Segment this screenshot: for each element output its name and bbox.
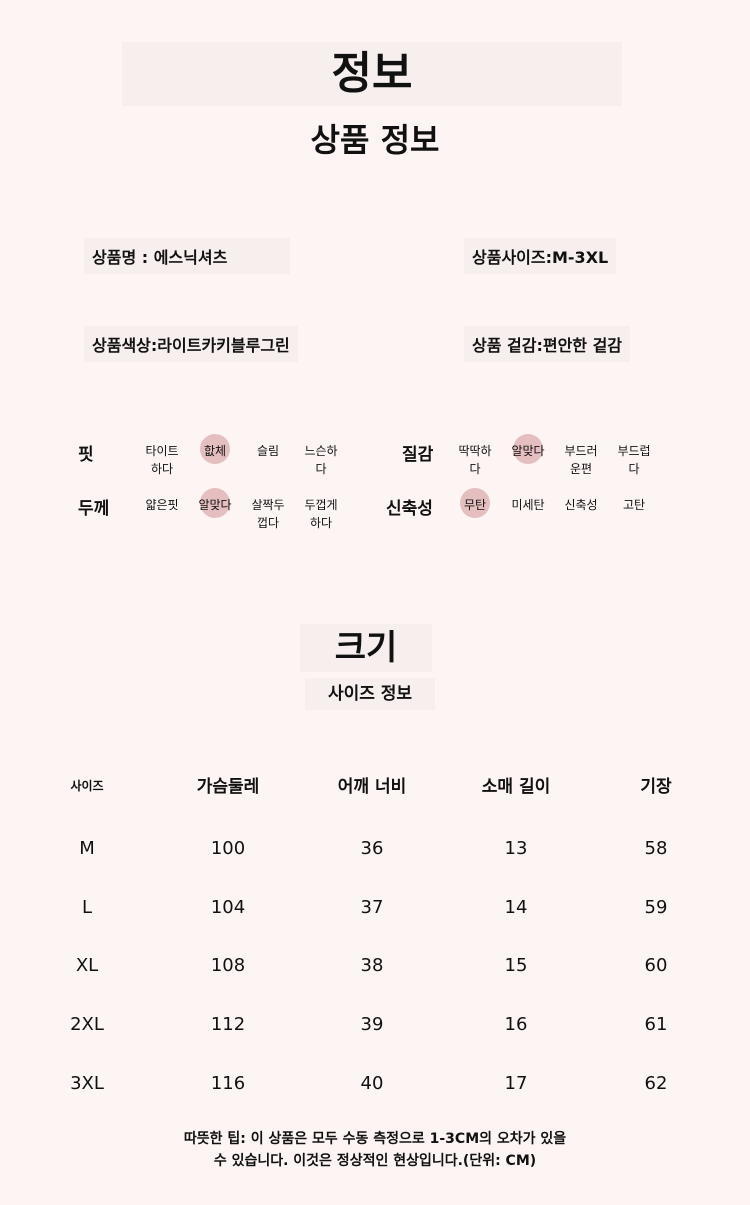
table-header: 사이즈	[70, 779, 104, 793]
table-header: 기장	[640, 777, 672, 797]
section-subtitle: 상품 정보	[310, 121, 440, 159]
table-cell: M	[79, 838, 95, 859]
attribute-option: 딱딱하다	[458, 444, 492, 476]
attribute-label: 두께	[78, 499, 110, 519]
table-cell: 3XL	[70, 1072, 104, 1094]
table-cell: L	[81, 896, 93, 918]
attribute-option: 신축성	[564, 498, 598, 512]
attribute-label: 질감	[402, 445, 434, 465]
note-line-2: 수 있습니다. 이것은 정상적인 현상입니다.(단위: CM)	[213, 1153, 537, 1169]
product-texture: 상품 겉감:편안한 겉감	[464, 326, 631, 362]
attribute-option: 고탄	[622, 498, 646, 512]
attribute-option: 살짝두껍다	[251, 498, 285, 530]
table-cell: 14	[504, 896, 528, 918]
table-header: 소매 길이	[481, 777, 551, 797]
attribute-option: 미세탄	[511, 498, 545, 512]
attribute-option: 핪체	[203, 444, 227, 458]
table-cell: 16	[504, 1014, 528, 1036]
section-title: 정보	[122, 42, 622, 106]
attribute-option: 무탄	[463, 498, 487, 512]
table-cell: 39	[360, 1014, 384, 1036]
selected-marker	[200, 488, 230, 518]
table-cell: 108	[210, 955, 246, 977]
attribute-option: 타이트하다	[145, 444, 179, 476]
selected-marker	[460, 488, 490, 518]
product-size: 상품사이즈:M-3XL	[464, 238, 617, 274]
attribute-option: 부드러운편	[564, 444, 598, 476]
selected-marker	[513, 434, 543, 464]
attribute-label: 핏	[78, 445, 94, 465]
table-cell: XL	[75, 955, 99, 977]
attribute-label: 신축성	[386, 499, 433, 519]
attribute-option: 부드럽다	[617, 444, 651, 476]
attribute-option: 느슨하다	[304, 444, 338, 476]
attribute-option: 슬림	[256, 444, 280, 458]
attribute-option: 얇은핏	[145, 498, 179, 512]
attribute-option: 두껍게하다	[304, 498, 338, 530]
size-subtitle: 사이즈 정보	[305, 678, 435, 710]
table-cell: 38	[360, 955, 384, 977]
table-cell: 17	[504, 1072, 528, 1094]
measurement-note: 따뜻한 팁: 이 상품은 모두 수동 측정으로 1-3CM의 오차가 있을 수 …	[110, 1128, 640, 1172]
table-cell: 100	[210, 838, 246, 859]
table-cell: 116	[210, 1072, 246, 1094]
product-color: 상품색상:라이트카키블루그린	[84, 326, 298, 362]
table-header: 가슴둘레	[196, 777, 260, 797]
table-cell: 40	[360, 1072, 384, 1094]
table-cell: 15	[504, 955, 528, 977]
table-cell: 104	[210, 896, 246, 918]
attribute-option: 알맞다	[198, 498, 232, 512]
table-cell: 36	[360, 838, 384, 859]
table-cell: 37	[360, 896, 384, 918]
table-cell: 13	[504, 838, 528, 859]
attribute-option: 알맞다	[511, 444, 545, 458]
table-header: 어깨 너비	[337, 777, 407, 797]
product-name: 상품명 : 에스닉셔츠	[84, 238, 290, 274]
note-line-1: 따뜻한 팁: 이 상품은 모두 수동 측정으로 1-3CM의 오차가 있을	[183, 1131, 567, 1147]
table-cell: 62	[644, 1072, 668, 1094]
table-cell: 2XL	[70, 1014, 104, 1036]
table-cell: 112	[210, 1014, 246, 1036]
table-cell: 59	[644, 896, 668, 918]
selected-marker	[200, 434, 230, 464]
table-cell: 60	[644, 955, 668, 977]
size-title: 크기	[300, 624, 432, 672]
table-cell: 61	[644, 1014, 668, 1036]
table-cell: 58	[644, 838, 668, 859]
